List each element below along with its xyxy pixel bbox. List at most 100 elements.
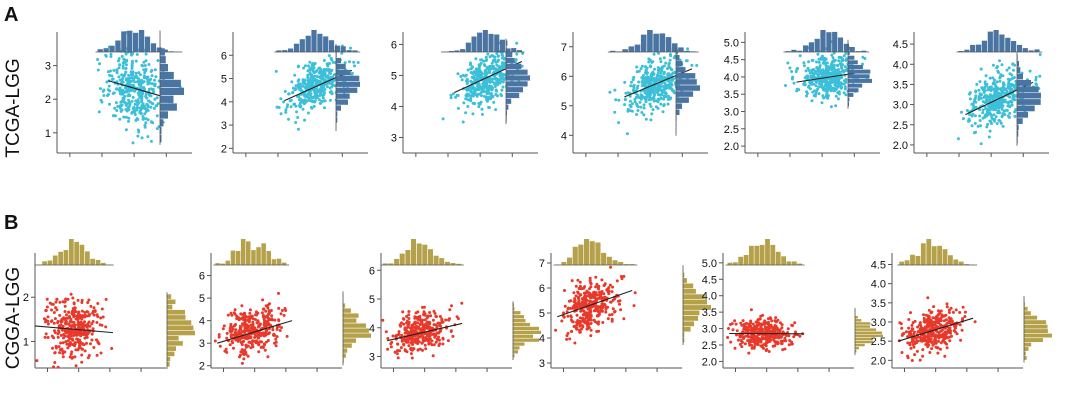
scatter-point bbox=[430, 343, 434, 347]
scatter-point bbox=[916, 325, 920, 329]
x-marginal-hist-bar bbox=[561, 262, 567, 265]
scatter-point bbox=[254, 310, 258, 314]
scatter-point bbox=[809, 75, 813, 79]
y-tick-label: 2.5 bbox=[871, 336, 886, 348]
y-tick-label: 2 bbox=[23, 292, 29, 304]
scatter-point bbox=[487, 91, 491, 95]
y-marginal-hist-bar bbox=[513, 319, 526, 323]
scatter-point bbox=[994, 115, 998, 119]
y-marginal-hist-bar bbox=[1017, 118, 1023, 124]
scatter-point bbox=[80, 347, 84, 351]
scatter-point bbox=[998, 119, 1002, 123]
scatter-point bbox=[783, 336, 787, 340]
y-marginal-hist-bar bbox=[683, 299, 707, 305]
y-tick-label: 4 bbox=[539, 333, 545, 345]
x-marginal-hist-bar bbox=[346, 50, 352, 52]
scatter-point bbox=[258, 333, 262, 337]
scatter-point bbox=[974, 100, 978, 104]
scatter-point bbox=[319, 75, 323, 79]
scatter-point bbox=[595, 293, 599, 297]
scatter-point bbox=[792, 335, 796, 339]
x-marginal-hist-bar bbox=[230, 250, 236, 265]
scatter-point bbox=[79, 322, 82, 326]
y-marginal-hist-bar bbox=[506, 63, 522, 69]
scatter-point bbox=[750, 327, 754, 331]
y-tick-label: 4.5 bbox=[724, 55, 739, 67]
scatter-point bbox=[589, 305, 593, 309]
scatter-point bbox=[66, 339, 70, 343]
scatter-point bbox=[900, 351, 904, 354]
scatter-point bbox=[267, 309, 271, 313]
scatter-point bbox=[476, 73, 480, 77]
scatter-point bbox=[740, 323, 744, 327]
scatter-point bbox=[320, 71, 324, 75]
scatter-point bbox=[431, 318, 435, 322]
scatter-point bbox=[979, 124, 982, 128]
x-marginal-hist-bar bbox=[133, 32, 139, 52]
scatter-point bbox=[798, 334, 802, 338]
scatter-point bbox=[59, 333, 63, 337]
scatter-point bbox=[437, 335, 440, 339]
row-label-tcga: TCGA-LGG bbox=[3, 58, 24, 157]
scatter-point bbox=[909, 311, 912, 315]
scatter-point bbox=[644, 98, 648, 102]
scatter-point bbox=[416, 321, 420, 325]
scatter-point bbox=[296, 79, 300, 83]
scatter-point bbox=[861, 62, 864, 66]
scatter-point bbox=[652, 94, 656, 98]
scatter-point bbox=[633, 97, 637, 101]
scatter-point bbox=[603, 296, 607, 300]
scatter-point bbox=[989, 85, 993, 89]
scatter-point bbox=[1012, 76, 1016, 79]
scatter-point bbox=[747, 335, 750, 339]
scatter-point bbox=[483, 85, 487, 89]
scatter-point bbox=[570, 279, 574, 283]
scatter-point bbox=[794, 330, 797, 334]
scatter-point bbox=[1006, 84, 1010, 88]
scatter-point bbox=[242, 339, 246, 343]
scatter-point bbox=[353, 64, 356, 68]
scatter-point bbox=[277, 291, 280, 295]
scatter-point bbox=[695, 64, 699, 67]
y-marginal-hist-bar bbox=[513, 354, 515, 358]
scatter-point bbox=[286, 103, 290, 107]
y-marginal-hist-bar bbox=[848, 83, 863, 88]
scatter-point bbox=[992, 87, 996, 91]
scatter-point bbox=[144, 67, 148, 71]
scatter-point bbox=[298, 97, 302, 101]
y-marginal-hist-bar bbox=[167, 346, 176, 351]
scatter-point bbox=[257, 350, 261, 354]
scatter-point bbox=[623, 97, 627, 101]
scatter-point bbox=[600, 278, 604, 282]
scatter-point bbox=[823, 71, 827, 75]
y-marginal-hist-bar bbox=[676, 55, 680, 61]
scatter-point bbox=[45, 305, 49, 309]
scatter-point bbox=[120, 89, 124, 93]
x-marginal-hist-bar bbox=[837, 37, 844, 52]
scatter-point bbox=[415, 330, 419, 334]
y-marginal-hist-bar bbox=[167, 320, 192, 325]
scatter-point bbox=[235, 317, 239, 321]
scatter-point bbox=[454, 95, 458, 99]
scatter-point bbox=[314, 70, 318, 74]
scatter-point bbox=[57, 345, 61, 349]
scatter-point bbox=[967, 119, 970, 123]
scatter-point bbox=[514, 60, 517, 64]
y-marginal-hist-bar bbox=[343, 318, 357, 323]
scatter-point bbox=[758, 338, 762, 341]
scatter-point bbox=[669, 67, 673, 71]
scatter-point bbox=[828, 84, 832, 88]
scatter-point bbox=[421, 305, 424, 309]
scatter-point bbox=[398, 349, 402, 353]
scatter-point bbox=[515, 41, 519, 45]
scatter-point bbox=[441, 117, 445, 121]
scatter-point bbox=[1014, 79, 1018, 83]
x-marginal-hist-bar bbox=[671, 43, 678, 52]
scatter-point bbox=[501, 85, 505, 89]
y-marginal-hist-bar bbox=[855, 343, 865, 347]
y-marginal-hist-bar bbox=[513, 338, 539, 342]
scatter-point bbox=[410, 342, 414, 345]
scatter-point bbox=[394, 334, 398, 338]
y-marginal-hist-bar bbox=[676, 85, 700, 91]
scatter-point bbox=[63, 300, 67, 304]
